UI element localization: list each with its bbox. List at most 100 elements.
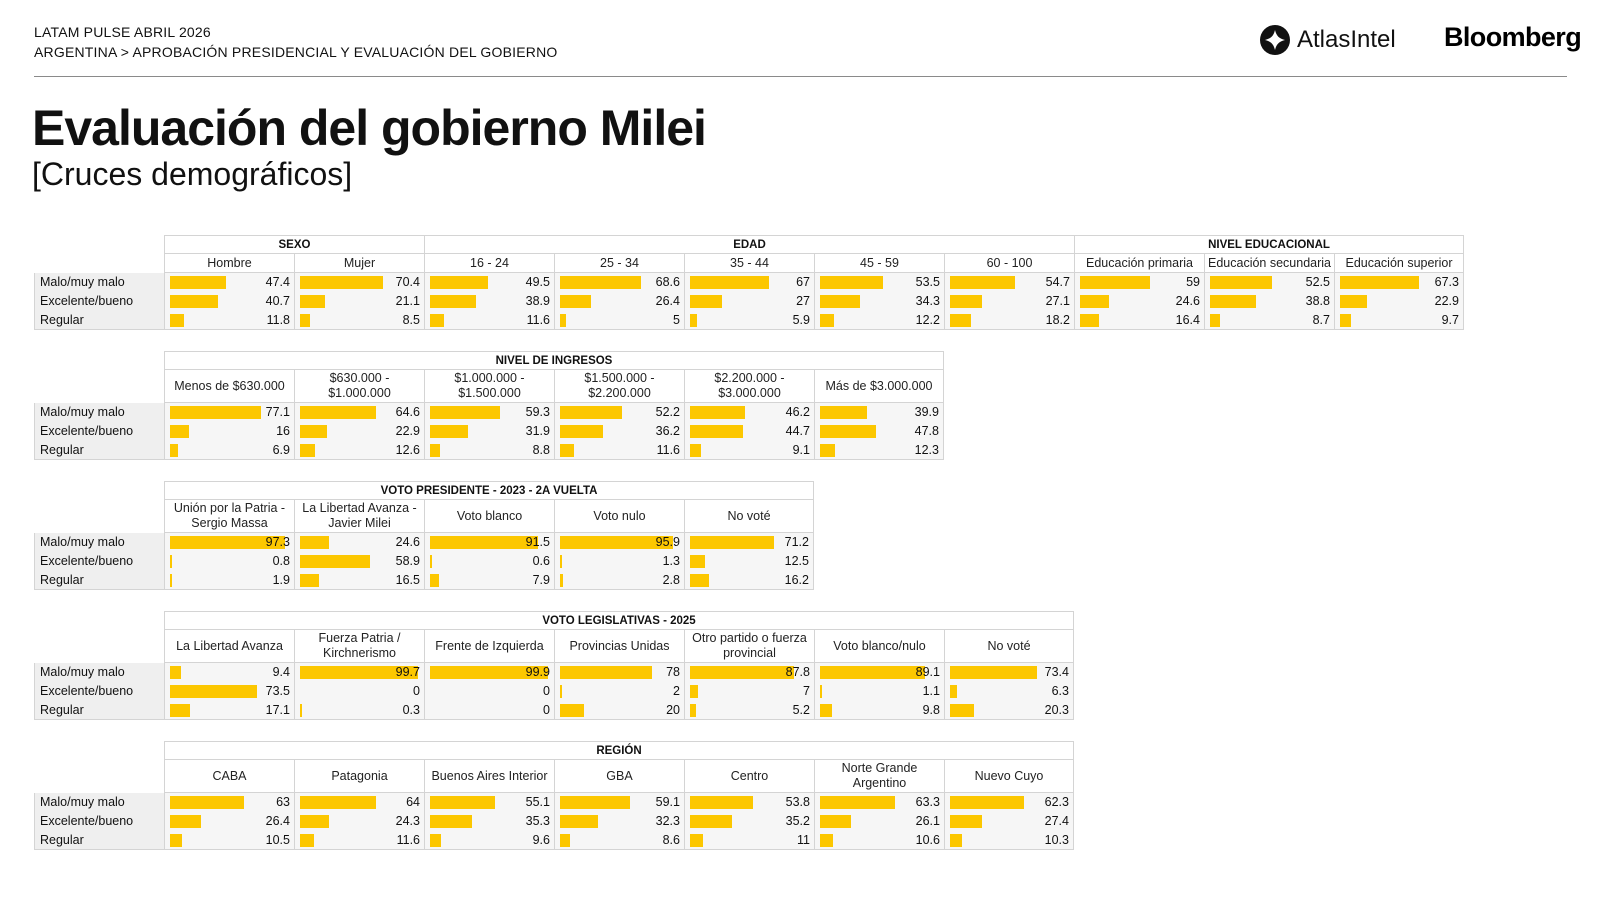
value-bar: [300, 444, 315, 457]
data-cell: 12.2: [814, 311, 944, 330]
data-cell: 12.6: [294, 441, 424, 460]
value-label: 8.6: [662, 833, 680, 847]
group-header: VOTO PRESIDENTE - 2023 - 2A VUELTA: [164, 481, 814, 500]
group-header-row: SEXO EDAD NIVEL EDUCACIONAL: [34, 235, 1464, 254]
column-header: Patagonia: [294, 760, 424, 793]
table-row: Excelente/bueno 73.5 0 0 2 7 1.1 6.3: [34, 682, 1074, 701]
data-cell: 95.9: [554, 533, 684, 552]
value-label: 89.1: [915, 665, 940, 679]
column-header: Unión por la Patria - Sergio Massa: [164, 500, 294, 533]
value-label: 52.2: [655, 405, 680, 419]
value-label: 63.3: [915, 795, 940, 809]
value-bar: [560, 314, 566, 327]
value-label: 26.4: [265, 814, 290, 828]
header-divider: [34, 76, 1567, 77]
value-bar: [950, 815, 983, 828]
value-label: 22.9: [1434, 294, 1459, 308]
value-label: 11.6: [656, 443, 680, 457]
table-row: Excelente/bueno 16 22.9 31.9 36.2 44.7 47.8: [34, 422, 944, 441]
header-spacer: [34, 500, 164, 533]
column-header: Voto blanco/nulo: [814, 630, 944, 663]
header-spacer: [34, 741, 164, 760]
value-label: 24.3: [395, 814, 420, 828]
data-cell: 32.3: [554, 812, 684, 831]
data-cell: 64.6: [294, 403, 424, 422]
value-bar: [430, 815, 472, 828]
value-label: 0.6: [532, 554, 550, 568]
data-cell: 31.9: [424, 422, 554, 441]
table-row: Regular 1.9 16.5 7.9 2.8 16.2: [34, 571, 814, 590]
value-bar: [820, 704, 832, 717]
column-header: 25 - 34: [554, 254, 684, 273]
value-bar: [1210, 276, 1272, 289]
data-cell: 63.3: [814, 793, 944, 812]
data-cell: 99.7: [294, 663, 424, 682]
value-bar: [170, 536, 285, 549]
group-header: REGIÓN: [164, 741, 1074, 760]
value-bar: [690, 685, 699, 698]
value-bar: [690, 276, 770, 289]
value-bar: [430, 666, 548, 679]
column-header: 45 - 59: [814, 254, 944, 273]
value-bar: [300, 555, 370, 568]
data-cell: 54.7: [944, 273, 1074, 292]
value-bar: [1340, 314, 1352, 327]
value-label: 49.5: [525, 275, 550, 289]
value-bar: [560, 815, 599, 828]
value-label: 55.1: [525, 795, 550, 809]
row-label: Excelente/bueno: [34, 682, 164, 701]
data-cell: 21.1: [294, 292, 424, 311]
data-cell: 49.5: [424, 273, 554, 292]
value-label: 12.6: [395, 443, 420, 457]
value-label: 35.3: [525, 814, 550, 828]
value-bar: [950, 295, 982, 308]
value-bar: [950, 314, 972, 327]
value-bar: [560, 555, 562, 568]
data-cell: 52.2: [554, 403, 684, 422]
crosstab-section: SEXO EDAD NIVEL EDUCACIONAL Hombre Mujer 16 -…: [34, 235, 1464, 330]
table-row: Malo/muy malo 77.1 64.6 59.3 52.2 46.2 39.9: [34, 403, 944, 422]
column-header-row: Hombre Mujer 16 - 24 25 - 34 35 - 44 45 - 59 6…: [34, 254, 1464, 273]
value-bar: [430, 444, 441, 457]
data-cell: 8.5: [294, 311, 424, 330]
header-spacer: [34, 630, 164, 663]
value-label: 64.6: [395, 405, 420, 419]
value-label: 53.5: [915, 275, 940, 289]
value-bar: [560, 295, 592, 308]
value-label: 91.5: [525, 535, 550, 549]
data-cell: 24.6: [294, 533, 424, 552]
data-cell: 24.3: [294, 812, 424, 831]
group-header: VOTO LEGISLATIVAS - 2025: [164, 611, 1074, 630]
value-bar: [430, 834, 442, 847]
value-bar: [560, 685, 563, 698]
data-cell: 73.5: [164, 682, 294, 701]
value-bar: [690, 444, 701, 457]
value-label: 70.4: [395, 275, 420, 289]
value-label: 16: [276, 424, 290, 438]
value-label: 0: [543, 684, 550, 698]
data-cell: 2: [554, 682, 684, 701]
value-bar: [560, 704, 584, 717]
value-label: 2: [673, 684, 680, 698]
value-label: 63: [276, 795, 290, 809]
data-cell: 71.2: [684, 533, 814, 552]
data-cell: 55.1: [424, 793, 554, 812]
value-label: 0.8: [272, 554, 290, 568]
value-bar: [300, 666, 418, 679]
value-bar: [690, 425, 743, 438]
data-cell: 16.2: [684, 571, 814, 590]
column-header: Norte Grande Argentino: [814, 760, 944, 793]
value-label: 11.6: [526, 313, 550, 327]
column-header: Otro partido o fuerza provincial: [684, 630, 814, 663]
value-bar: [820, 834, 833, 847]
value-label: 31.9: [525, 424, 550, 438]
header-spacer: [34, 370, 164, 403]
value-bar: [560, 406, 622, 419]
value-label: 95.9: [655, 535, 680, 549]
data-cell: 7.9: [424, 571, 554, 590]
column-header: Educación superior: [1334, 254, 1464, 273]
value-bar: [560, 444, 574, 457]
data-cell: 0.8: [164, 552, 294, 571]
value-label: 11: [797, 833, 810, 847]
value-bar: [560, 666, 653, 679]
